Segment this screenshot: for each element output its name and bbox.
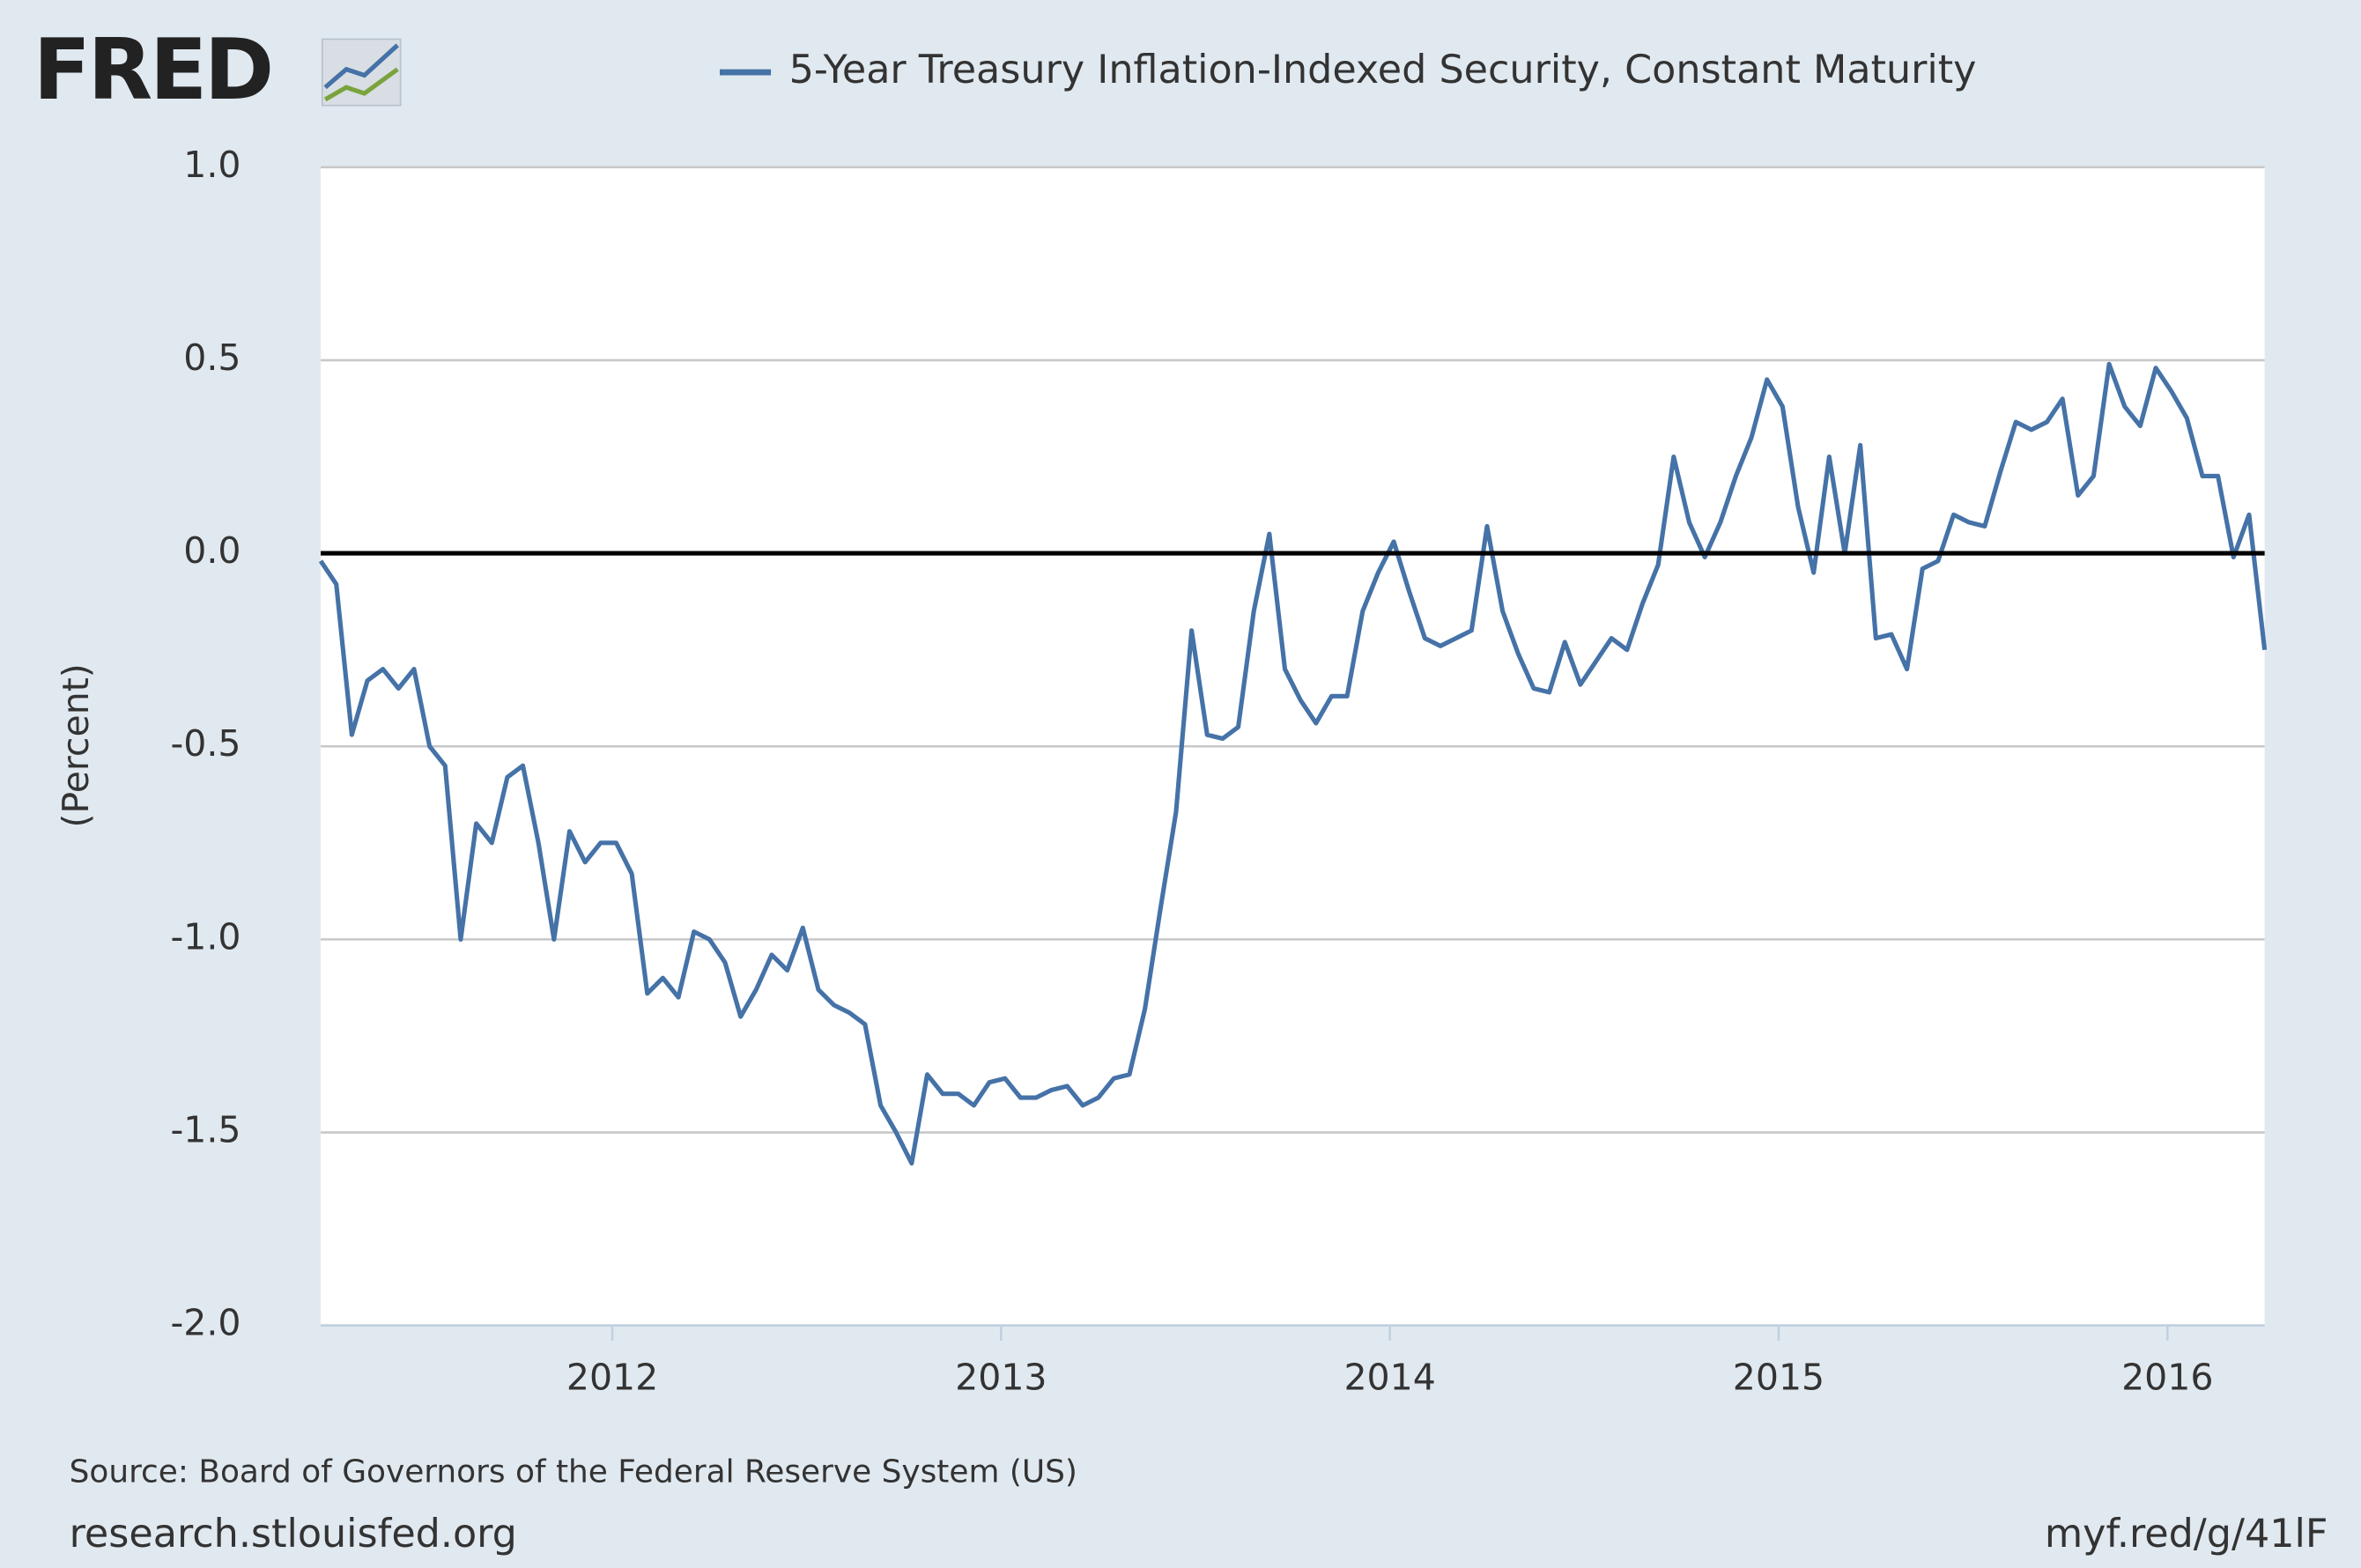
y-axis-label: (Percent): [55, 663, 97, 827]
logo: FRED: [33, 20, 271, 119]
y-tick-label: 1.0: [183, 144, 241, 186]
source: Source: Board of Governors of the Federa…: [70, 1453, 1077, 1490]
y-tick-label: -0.5: [170, 722, 241, 765]
y-tick-label: -2.0: [170, 1302, 241, 1344]
legend-label: 5-Year Treasury Inflation-Indexed Securi…: [789, 48, 1977, 92]
y-tick-label: 0.5: [183, 337, 241, 379]
short-link: myf.red/g/41lF: [2045, 1512, 2328, 1557]
site: research.stlouisfed.org: [70, 1512, 517, 1557]
x-tick-label: 2013: [955, 1356, 1047, 1398]
logo-icon: [321, 38, 402, 107]
x-tick-label: 2015: [1733, 1356, 1824, 1398]
x-tick-label: 2014: [1343, 1356, 1435, 1398]
y-tick-label: -1.5: [170, 1109, 241, 1151]
y-tick-label: 0.0: [183, 529, 241, 572]
x-tick-label: 2016: [2121, 1356, 2213, 1398]
y-tick-label: -1.0: [170, 915, 241, 958]
x-tick-label: 2012: [566, 1356, 658, 1398]
